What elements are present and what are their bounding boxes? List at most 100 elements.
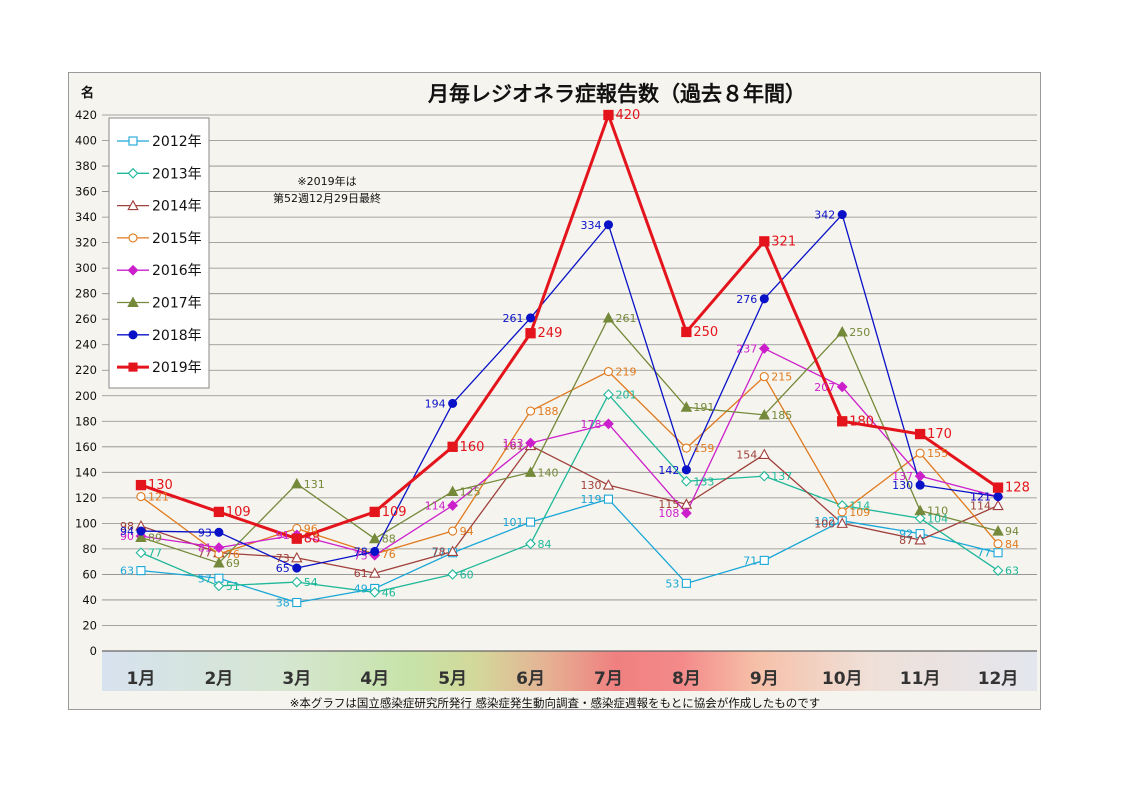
series-6-point-7 [602, 311, 615, 323]
series-8-label-11: 170 [927, 427, 952, 442]
series-2-point-8 [680, 475, 692, 487]
series-1-point-3 [292, 597, 302, 608]
series-3-label-11: 87 [899, 534, 913, 547]
series-3-point-4 [368, 567, 381, 578]
series-8-label-8: 250 [693, 325, 718, 340]
x-tick-label-8: 8月 [672, 669, 701, 689]
series-line-5 [140, 347, 999, 556]
y-tick-label-400: 400 [75, 134, 97, 148]
series-7-label-12: 121 [970, 491, 991, 504]
series-3-point-7 [602, 479, 615, 490]
series-4-point-6 [525, 406, 536, 416]
series-3-point-5 [446, 545, 459, 557]
series-7-label-4: 78 [354, 545, 368, 558]
series-8-label-3: 88 [304, 532, 321, 547]
legend-label-5: 2016年 [152, 263, 202, 279]
series-6-label-5: 125 [460, 485, 481, 498]
series-5-label-5: 114 [425, 500, 446, 513]
series-2-label-9: 137 [771, 470, 792, 483]
series-7-point-5 [448, 398, 458, 408]
series-6-point-12 [992, 525, 1004, 536]
series-2-label-8: 133 [693, 475, 714, 488]
series-6-point-11 [914, 504, 926, 516]
legend-marker-8 [128, 362, 138, 372]
x-tick-label-9: 9月 [750, 669, 779, 689]
x-tick-label-11: 11月 [900, 669, 941, 689]
series-4-point-9 [759, 372, 769, 382]
series-6-point-8 [680, 401, 693, 412]
x-tick-label-10: 10月 [822, 669, 863, 689]
series-5-label-10: 207 [814, 381, 835, 394]
series-7-point-12 [993, 492, 1003, 502]
legend-marker-7 [128, 330, 138, 340]
x-tick-label-6: 6月 [516, 669, 545, 689]
series-1-label-1: 63 [120, 565, 134, 578]
series-4-label-6: 188 [538, 405, 559, 418]
legend-label-4: 2015年 [152, 231, 202, 247]
series-1-point-12 [993, 548, 1003, 558]
series-1-label-7: 119 [580, 493, 601, 506]
month-band [102, 651, 1037, 691]
series-5-label-6: 163 [503, 437, 524, 450]
series-1-label-2: 57 [198, 572, 212, 585]
series-2-point-9 [758, 470, 770, 482]
legend-marker-6 [127, 296, 139, 308]
series-7-point-3 [292, 563, 302, 573]
series-4-label-1: 121 [148, 491, 169, 504]
series-line-7 [140, 213, 999, 569]
chart-frame: 0 20 40 60 80 100 120 140 160 180 200 220 240 260 280 3… [68, 72, 1041, 710]
series-8-label-4: 109 [382, 505, 407, 520]
series-4-point-1 [136, 492, 146, 502]
x-tick-label-4: 4月 [360, 669, 389, 689]
series-4-label-12: 84 [1005, 538, 1019, 551]
series-8-label-5: 160 [460, 440, 485, 455]
y-tick-label-20: 20 [82, 618, 97, 632]
series-4-point-8 [681, 443, 691, 453]
series-5-point-5 [447, 500, 459, 511]
y-axis-unit: 名 [81, 85, 94, 101]
series-8-point-9 [759, 236, 770, 247]
series-1-point-7 [603, 494, 614, 504]
series-4-point-10 [837, 507, 847, 517]
series-1-label-11: 92 [899, 528, 913, 541]
series-4-label-10: 109 [849, 506, 870, 519]
series-7-label-8: 142 [658, 464, 679, 477]
series-8-point-4 [369, 506, 380, 518]
series-7-point-9 [759, 294, 769, 304]
series-6-label-4: 88 [382, 533, 396, 546]
series-2-point-6 [525, 538, 536, 550]
series-6-label-1: 89 [148, 531, 162, 544]
series-6-label-8: 191 [693, 401, 714, 414]
legend-marker-1 [128, 136, 138, 146]
series-2-label-6: 84 [538, 538, 552, 551]
y-tick-label-320: 320 [75, 236, 97, 250]
series-5-point-9 [758, 343, 770, 354]
series-8-label-10: 180 [849, 414, 874, 429]
y-tick-label-240: 240 [75, 338, 97, 352]
series-7-point-10 [837, 209, 847, 220]
series-6-label-10: 250 [849, 326, 870, 339]
series-8-point-2 [213, 506, 225, 518]
series-2-point-12 [992, 565, 1004, 576]
series-7-point-8 [681, 465, 691, 475]
y-tick-label-80: 80 [82, 542, 97, 556]
series-4-label-3: 96 [304, 522, 318, 535]
series-3-point-12 [992, 499, 1004, 511]
legend-label-1: 2012年 [152, 134, 202, 150]
series-8-label-7: 420 [615, 108, 640, 123]
series-1-label-6: 101 [503, 516, 524, 529]
series-2-point-3 [291, 576, 303, 588]
series-8-label-1: 130 [148, 478, 173, 493]
y-tick-label-360: 360 [75, 185, 97, 199]
chart-svg: 0 20 40 60 80 100 120 140 160 180 200 220 240 260 280 3… [75, 82, 1037, 710]
series-4-point-7 [603, 366, 614, 377]
series-2-label-5: 60 [460, 568, 474, 581]
series-8-point-12 [992, 482, 1004, 493]
series-2-label-1: 77 [148, 547, 162, 560]
series-line-3 [140, 444, 999, 574]
series-3-label-6: 161 [503, 440, 524, 453]
series-1-point-9 [759, 555, 769, 565]
y-tick-label-420: 420 [75, 108, 97, 122]
series-line-4 [140, 370, 999, 555]
series-2-label-2: 51 [226, 580, 240, 593]
